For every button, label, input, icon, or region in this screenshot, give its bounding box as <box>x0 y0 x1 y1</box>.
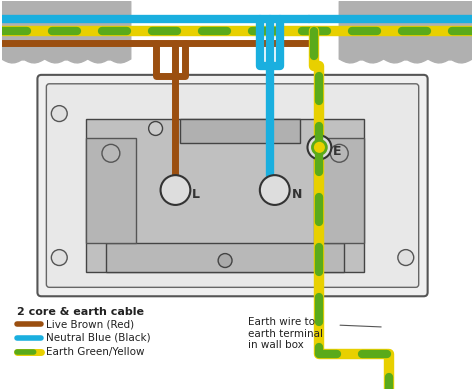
Polygon shape <box>339 2 472 63</box>
Circle shape <box>161 175 191 205</box>
Text: 2 core & earth cable: 2 core & earth cable <box>17 307 144 317</box>
Circle shape <box>51 106 67 122</box>
Text: L: L <box>192 188 201 200</box>
Bar <box>86 138 136 243</box>
Circle shape <box>312 140 327 154</box>
FancyBboxPatch shape <box>37 75 428 296</box>
Bar <box>181 119 300 144</box>
FancyBboxPatch shape <box>46 84 419 287</box>
Circle shape <box>102 144 120 162</box>
Circle shape <box>398 250 414 266</box>
Bar <box>106 243 344 273</box>
Polygon shape <box>2 2 131 63</box>
Text: Live Brown (Red): Live Brown (Red) <box>46 319 135 329</box>
Text: Neutral Blue (Black): Neutral Blue (Black) <box>46 333 151 343</box>
Circle shape <box>149 122 163 135</box>
Circle shape <box>330 144 348 162</box>
Text: Earth wire to
earth terminal
in wall box: Earth wire to earth terminal in wall box <box>248 317 323 350</box>
Circle shape <box>51 250 67 266</box>
Bar <box>86 119 364 273</box>
Circle shape <box>308 135 331 159</box>
Text: Earth Green/Yellow: Earth Green/Yellow <box>46 347 145 357</box>
Circle shape <box>260 175 290 205</box>
Bar <box>314 138 364 243</box>
Text: N: N <box>292 188 302 200</box>
Text: E: E <box>333 145 342 158</box>
Circle shape <box>218 254 232 268</box>
